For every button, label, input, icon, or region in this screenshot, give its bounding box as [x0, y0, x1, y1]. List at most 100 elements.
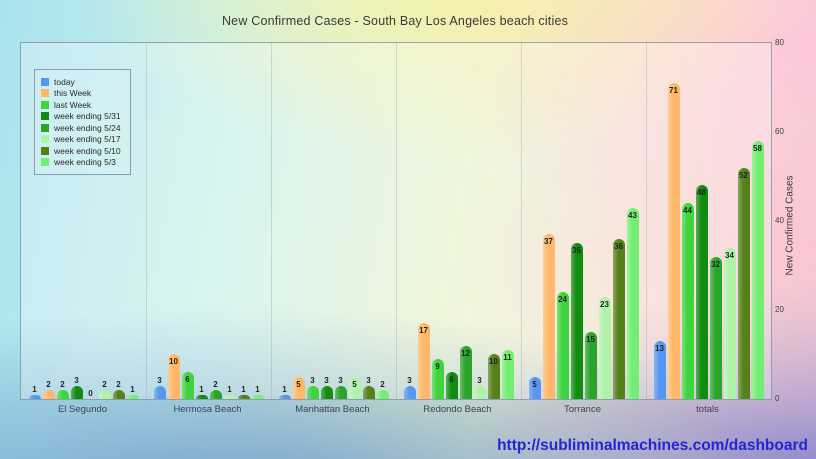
bar-value-label: 24 [558, 295, 567, 304]
bar-value-label: 34 [725, 251, 734, 260]
dashboard-url-link[interactable]: http://subliminalmachines.com/dashboard [497, 437, 808, 454]
bar [42, 390, 55, 399]
bar-slot: 2 [376, 43, 389, 399]
legend-swatch [41, 158, 49, 166]
legend-swatch [41, 77, 49, 86]
bar-slot: 35 [570, 43, 583, 399]
bar [626, 208, 639, 399]
bar-slot: 2 [56, 43, 69, 399]
legend-swatch [41, 123, 49, 132]
bar-slot: 5 [292, 43, 305, 399]
bar [556, 292, 569, 399]
bar-value-label: 1 [282, 385, 287, 394]
bar [237, 395, 250, 399]
bar [153, 386, 166, 399]
bar [195, 395, 208, 399]
legend-item: last Week [41, 100, 121, 110]
bar-slot: 13 [653, 43, 666, 399]
legend-label: week ending 5/31 [54, 111, 121, 121]
bar-slot: 2 [112, 43, 125, 399]
bar-value-label: 12 [461, 349, 470, 358]
bar [209, 390, 222, 399]
bar-slot: 43 [626, 43, 639, 399]
bar-value-label: 1 [32, 385, 37, 394]
category-label: Hermosa Beach [173, 404, 242, 415]
bar-slot: 6 [445, 43, 458, 399]
bar [417, 323, 430, 399]
legend-swatch [41, 135, 49, 143]
bar [403, 386, 416, 399]
bar-slot: 34 [723, 43, 736, 399]
bar-value-label: 2 [46, 380, 51, 389]
y-axis-title: New Confirmed Cases [784, 175, 796, 276]
bar [723, 248, 736, 399]
bar-value-label: 44 [683, 206, 692, 215]
bar-slot: 9 [431, 43, 444, 399]
bar [181, 372, 194, 399]
legend-item: today [41, 77, 121, 87]
bar-slot: 71 [667, 43, 680, 399]
bar-value-label: 10 [169, 357, 178, 366]
y-axis-tick-label: 60 [775, 127, 784, 136]
legend-swatch [41, 100, 49, 109]
bar [570, 243, 583, 399]
bar [584, 332, 597, 399]
bar-value-label: 3 [477, 376, 482, 385]
bar-slot: 1 [278, 43, 291, 399]
legend-swatch [41, 146, 49, 155]
bar-value-label: 35 [572, 246, 581, 255]
bar-slot: 3 [320, 43, 333, 399]
bar [653, 341, 666, 399]
bar [98, 390, 111, 399]
category-separator-line [396, 43, 397, 399]
bar-value-label: 48 [697, 188, 706, 197]
bar-value-label: 3 [310, 376, 315, 385]
legend-label: week ending 5/24 [54, 122, 121, 133]
bar [292, 377, 305, 399]
bar-value-label: 6 [449, 375, 454, 384]
chart-title: New Confirmed Cases - South Bay Los Ange… [221, 14, 569, 28]
bar-slot: 0 [85, 43, 97, 399]
bar-value-label: 9 [435, 362, 440, 371]
legend-item: this Week [41, 88, 121, 98]
bar-slot: 3 [334, 43, 347, 399]
category-label: Redondo Beach [423, 404, 492, 415]
bar-value-label: 5 [352, 380, 357, 389]
bar-value-label: 3 [407, 376, 412, 385]
legend-label: week ending 5/10 [54, 145, 121, 156]
bar [56, 390, 69, 399]
bar [501, 350, 514, 399]
bar-slot: 5 [348, 43, 361, 399]
bar-value-label: 71 [669, 86, 678, 95]
bar-value-label: 1 [199, 385, 204, 394]
category-separator-line [146, 43, 147, 399]
bar [681, 203, 694, 399]
bar [334, 386, 347, 399]
bar-slot: 17 [417, 43, 430, 399]
bar-slot: 37 [542, 43, 555, 399]
bar-value-label: 2 [116, 380, 121, 389]
bar [278, 395, 291, 399]
bar-slot: 1 [126, 43, 139, 399]
bar [445, 372, 458, 399]
bar [751, 141, 764, 399]
bar [320, 386, 333, 399]
bar [112, 390, 125, 399]
bar [695, 185, 708, 399]
legend: today this Week last Week week ending 5/31 w… [34, 69, 131, 175]
legend-label: week ending 5/17 [54, 134, 121, 144]
legend-item: week ending 5/10 [41, 146, 121, 156]
bar-slot: 36 [612, 43, 625, 399]
bar-slot: 2 [98, 43, 111, 399]
bar-value-label: 17 [419, 326, 428, 335]
bar-slot: 12 [459, 43, 472, 399]
bar-group-hermosa-beach: 3 10 6 1 2 1 1 1 [146, 43, 271, 399]
bar-value-label: 3 [366, 376, 371, 385]
bar-value-label: 43 [628, 211, 637, 220]
legend-swatch [41, 89, 49, 97]
bar-value-label: 52 [739, 171, 748, 180]
bar [459, 346, 472, 399]
bar-slot: 3 [306, 43, 319, 399]
bar-slot: 58 [751, 43, 764, 399]
legend-label: last Week [54, 99, 92, 110]
